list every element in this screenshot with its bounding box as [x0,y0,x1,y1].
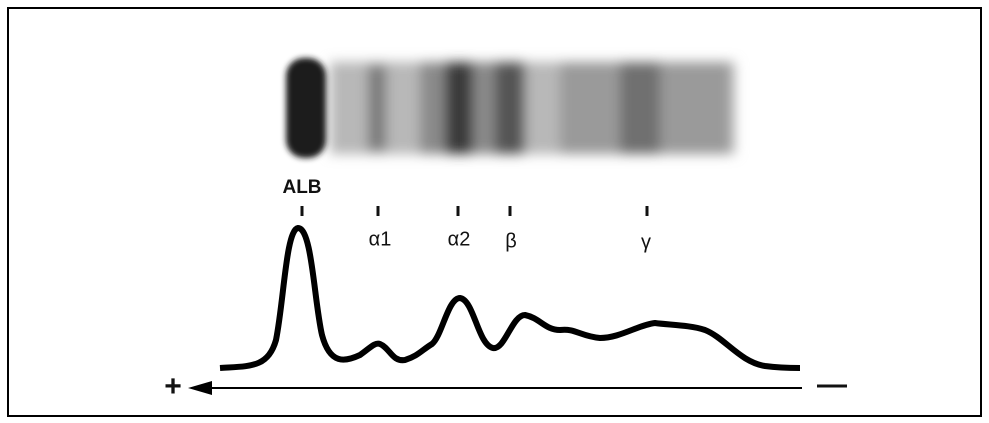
anode-label: + [164,370,182,403]
electrophoresis-diagram: ALB α1 α2 β γ + — [0,0,989,423]
gel-strip [286,58,735,158]
peak-label: α2 [448,228,471,250]
peak-label: β [505,230,517,252]
cathode-label: — [817,368,847,401]
peak-label: α1 [369,228,392,250]
peak-label: γ [641,231,651,253]
peak-label: ALB [282,177,321,198]
